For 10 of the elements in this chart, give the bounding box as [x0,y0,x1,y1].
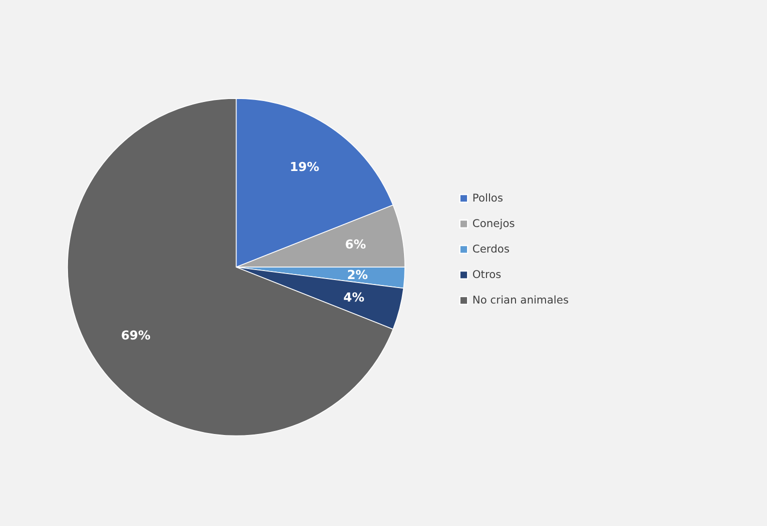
legend-label: Conejos [472,217,516,230]
data-label: 4% [343,290,364,304]
data-label: 6% [345,237,366,252]
legend-label: Pollos [472,192,504,205]
legend-label: No crian animales [472,294,570,307]
data-label: 2% [346,268,368,282]
legend-label: Otros [472,268,502,282]
data-label: 19% [290,160,320,174]
data-label: 69% [120,328,150,343]
legend-label: Cerdos [472,242,510,256]
